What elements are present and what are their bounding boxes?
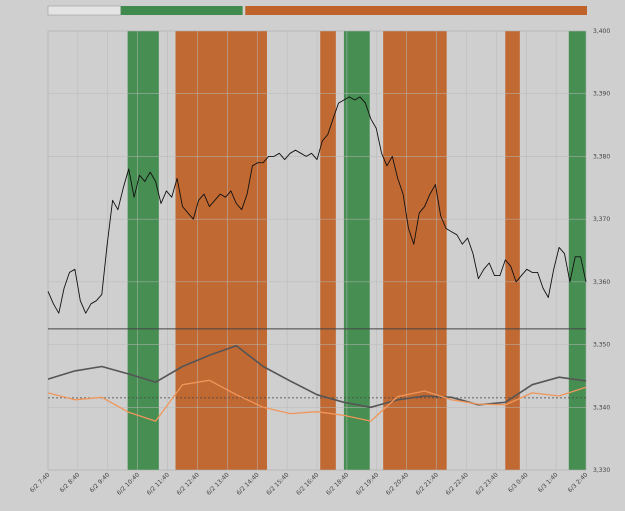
x-tick-label: 6/2 11:40 — [146, 471, 171, 496]
x-tick-label: 6/3 0:40 — [507, 471, 530, 494]
x-tick-label: 6/2 10:40 — [116, 471, 141, 496]
top-position-bar — [47, 5, 588, 16]
gridlines — [47, 30, 587, 471]
x-tick-label: 6/3 2:40 — [567, 471, 590, 494]
signal-bands — [127, 31, 586, 470]
x-tick-label: 6/2 7:40 — [29, 471, 52, 494]
top-bar-segment-0 — [47, 5, 122, 16]
y-tick-label: 3,390 — [593, 91, 610, 98]
series-price — [47, 96, 587, 314]
reference-lines — [48, 328, 586, 399]
y-axis: 3,400 3,390 3,380 3,370 3,360 3,350 3,340 3,330 — [593, 28, 610, 474]
band-orange-1 — [175, 31, 267, 470]
band-green-0 — [127, 31, 159, 470]
x-tick-label: 6/2 22:40 — [445, 471, 470, 496]
x-tick-label: 6/2 14:40 — [235, 471, 260, 496]
band-green-6 — [568, 31, 586, 470]
y-tick-label: 3,340 — [593, 404, 610, 411]
top-bar-segment-2 — [245, 6, 588, 15]
x-tick-label: 6/2 16:40 — [295, 471, 320, 496]
band-orange-4 — [383, 31, 447, 470]
x-tick-label: 6/2 18:40 — [325, 471, 350, 496]
x-tick-label: 6/2 20:40 — [385, 471, 410, 496]
band-orange-5 — [505, 31, 520, 470]
x-tick-label: 6/2 21:40 — [415, 471, 440, 496]
x-tick-label: 6/2 8:40 — [59, 471, 82, 494]
y-tick-label: 3,330 — [593, 467, 610, 474]
y-tick-label: 3,380 — [593, 153, 610, 160]
y-tick-label: 3,400 — [593, 28, 610, 35]
x-tick-label: 6/2 19:40 — [355, 471, 380, 496]
x-tick-label: 6/2 13:40 — [205, 471, 230, 496]
x-tick-label: 6/2 9:40 — [89, 471, 112, 494]
x-tick-label: 6/2 12:40 — [176, 471, 201, 496]
top-bar-segment-1 — [120, 6, 243, 15]
series-indicator-gray — [47, 344, 587, 409]
y-tick-label: 3,360 — [593, 279, 610, 286]
x-tick-label: 6/2 23:40 — [474, 471, 499, 496]
y-tick-label: 3,370 — [593, 216, 610, 223]
series-lines — [47, 96, 587, 422]
y-tick-label: 3,350 — [593, 342, 610, 349]
x-tick-label: 6/3 1:40 — [537, 471, 560, 494]
x-axis: 6/2 7:40 6/2 8:40 6/2 9:40 6/2 10:40 6/2 11:… — [29, 471, 590, 496]
series-indicator-orange — [47, 379, 587, 422]
band-orange-2 — [320, 31, 336, 470]
x-tick-label: 6/2 15:40 — [265, 471, 290, 496]
